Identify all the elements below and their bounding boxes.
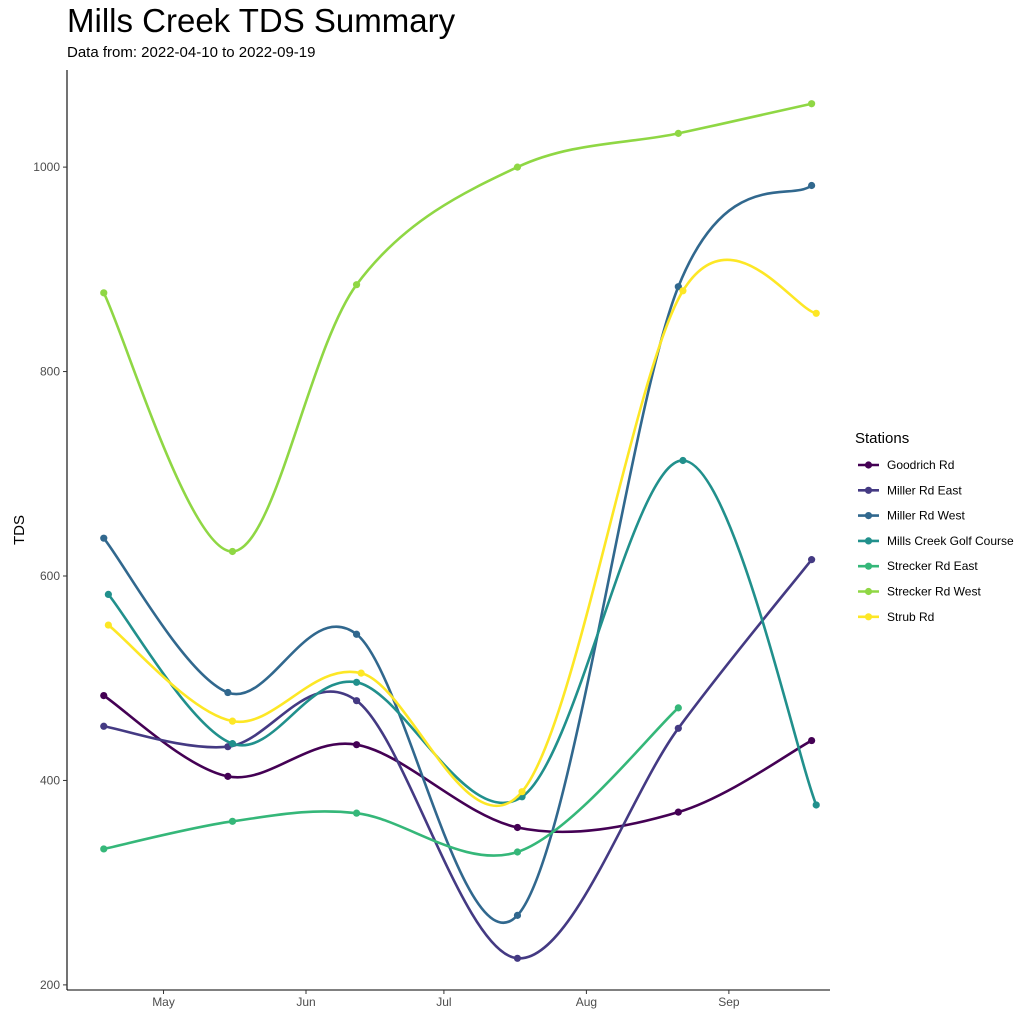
data-point xyxy=(100,289,108,297)
legend-item: Mills Creek Golf Course xyxy=(858,534,1014,548)
data-point xyxy=(352,630,361,638)
legend-item: Strub Rd xyxy=(858,610,934,624)
data-point xyxy=(674,129,682,137)
data-point xyxy=(100,692,108,700)
series-line xyxy=(102,694,813,834)
x-tick-label: May xyxy=(152,995,175,1009)
data-point xyxy=(513,163,522,171)
data-point xyxy=(679,456,687,465)
series-line xyxy=(102,706,680,857)
data-point xyxy=(518,788,526,796)
data-point xyxy=(513,954,522,962)
chart-subtitle: Data from: 2022-04-10 to 2022-09-19 xyxy=(67,44,316,61)
data-point xyxy=(100,534,108,542)
legend-key-point xyxy=(864,486,873,494)
series-line xyxy=(102,102,813,553)
y-tick-label: 600 xyxy=(40,569,60,583)
series-strub-rd xyxy=(104,258,820,808)
legend-label: Miller Rd East xyxy=(887,483,962,497)
legend-label: Strecker Rd East xyxy=(887,559,978,573)
legend-item: Miller Rd East xyxy=(858,483,962,497)
data-point xyxy=(674,724,682,732)
legend-label: Miller Rd West xyxy=(887,509,965,523)
data-point xyxy=(674,704,682,712)
series-line xyxy=(107,459,818,807)
legend-key-point xyxy=(864,587,873,596)
series-strecker-rd-west xyxy=(100,100,816,556)
data-point xyxy=(352,809,361,817)
legend-key-point xyxy=(864,511,873,520)
data-point xyxy=(228,740,237,748)
axes: 200 400 600 800 1000 May Jun Jul Aug Sep TDS xyxy=(11,70,830,1009)
series-mills-creek-golf-course xyxy=(104,456,820,809)
data-point xyxy=(352,741,361,749)
data-point xyxy=(808,736,816,745)
x-tick-label: Sep xyxy=(718,995,740,1009)
data-point xyxy=(812,801,820,809)
series-goodrich-rd xyxy=(100,692,816,834)
data-point xyxy=(352,697,361,705)
data-point xyxy=(357,669,365,677)
series-miller-rd-west xyxy=(100,181,816,924)
legend: Stations Goodrich Rd Miller Rd East Miller … xyxy=(855,430,1014,624)
data-point xyxy=(104,621,112,629)
legend-key-point xyxy=(864,537,873,545)
data-point xyxy=(228,717,237,725)
legend-item: Strecker Rd East xyxy=(858,559,978,573)
data-point xyxy=(352,678,361,686)
data-point xyxy=(513,848,522,856)
y-tick-label: 400 xyxy=(40,773,60,787)
data-point xyxy=(228,547,237,556)
legend-title: Stations xyxy=(855,430,909,447)
data-point xyxy=(812,309,820,317)
legend-key-point xyxy=(864,613,873,621)
chart-title: Mills Creek TDS Summary xyxy=(67,2,456,39)
data-point xyxy=(513,823,522,832)
data-point xyxy=(100,722,108,730)
y-axis-label: TDS xyxy=(11,515,28,545)
series-miller-rd-east xyxy=(100,556,816,962)
y-tick-label: 800 xyxy=(40,365,60,379)
x-tick-label: Jun xyxy=(296,995,315,1009)
data-point xyxy=(224,772,232,780)
legend-label: Strecker Rd West xyxy=(887,585,981,599)
data-point xyxy=(674,808,682,816)
data-point xyxy=(674,283,682,291)
series-line xyxy=(102,558,813,960)
data-point xyxy=(352,281,361,289)
data-point xyxy=(100,845,108,853)
data-point xyxy=(228,817,237,825)
legend-label: Strub Rd xyxy=(887,610,934,624)
y-tick-label: 1000 xyxy=(33,160,60,174)
series-line xyxy=(107,258,818,808)
data-point xyxy=(808,556,816,564)
y-tick-label: 200 xyxy=(40,978,60,992)
legend-label: Mills Creek Golf Course xyxy=(887,534,1014,548)
x-tick-label: Jul xyxy=(436,995,451,1009)
legend-item: Miller Rd West xyxy=(858,509,965,523)
x-tick-label: Aug xyxy=(576,995,597,1009)
legend-key-point xyxy=(864,562,873,570)
legend-key-point xyxy=(864,461,873,469)
data-point xyxy=(808,100,816,108)
data-point xyxy=(808,181,816,190)
data-point xyxy=(224,688,232,697)
data-point xyxy=(679,287,687,295)
data-point xyxy=(104,590,112,599)
legend-item: Goodrich Rd xyxy=(858,458,954,472)
series-layer xyxy=(100,100,820,962)
legend-item: Strecker Rd West xyxy=(858,585,981,599)
data-point xyxy=(513,911,522,919)
series-line xyxy=(102,184,813,924)
series-strecker-rd-east xyxy=(100,704,682,857)
legend-label: Goodrich Rd xyxy=(887,458,954,472)
